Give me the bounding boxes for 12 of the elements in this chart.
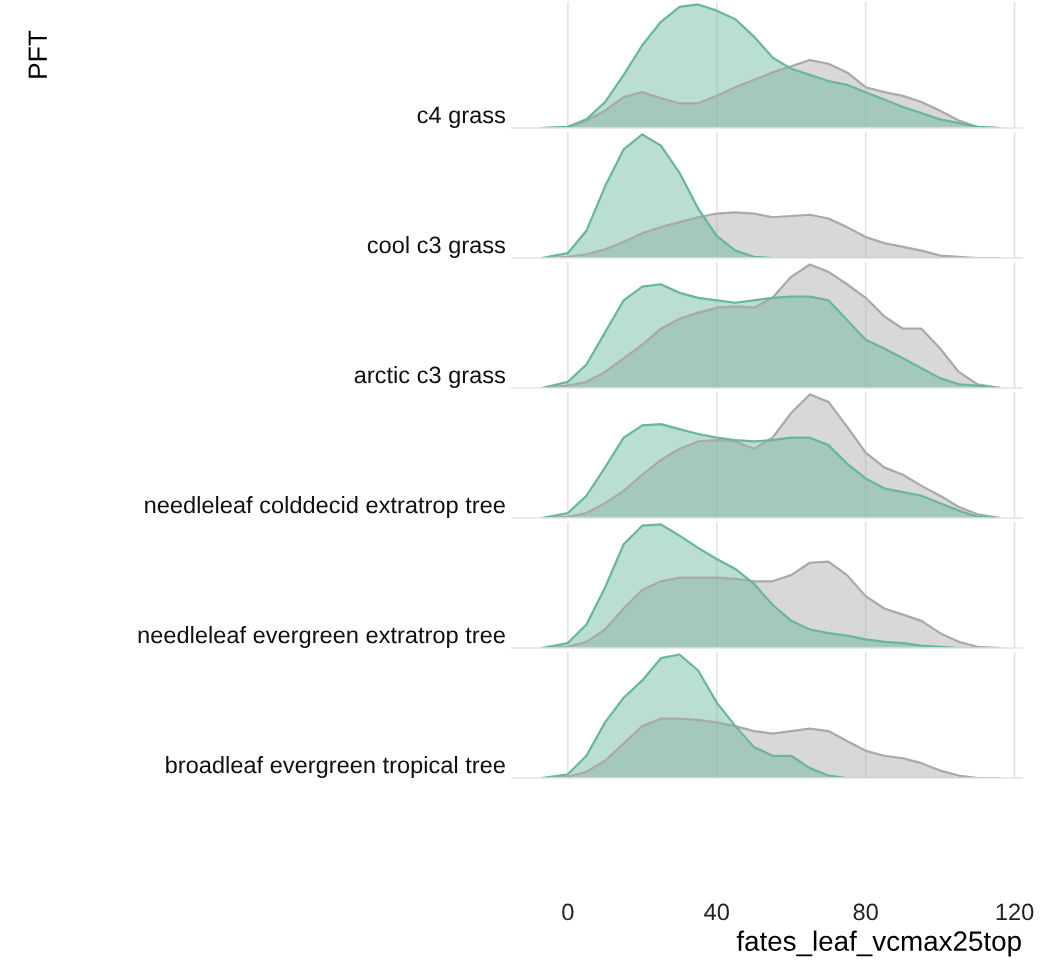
x-tick-label: 40 (704, 903, 729, 921)
x-tick-label: 120 (996, 903, 1034, 921)
text: cool c3 grass (367, 235, 506, 258)
text: needleleaf evergreen extratrop tree (138, 625, 505, 648)
text: needleleaf colddecid extratrop tree (145, 495, 505, 518)
x-axis-title: fates_leaf_vcmax25top (736, 930, 1021, 957)
text: arctic c3 grass (354, 365, 506, 388)
y-axis-title: PFT (28, 30, 47, 78)
x-tick-label: 0 (562, 903, 574, 921)
x-tick-label: 80 (853, 903, 878, 921)
text: broadleaf evergreen tropical tree (166, 755, 505, 778)
text: c4 grass (417, 106, 506, 128)
